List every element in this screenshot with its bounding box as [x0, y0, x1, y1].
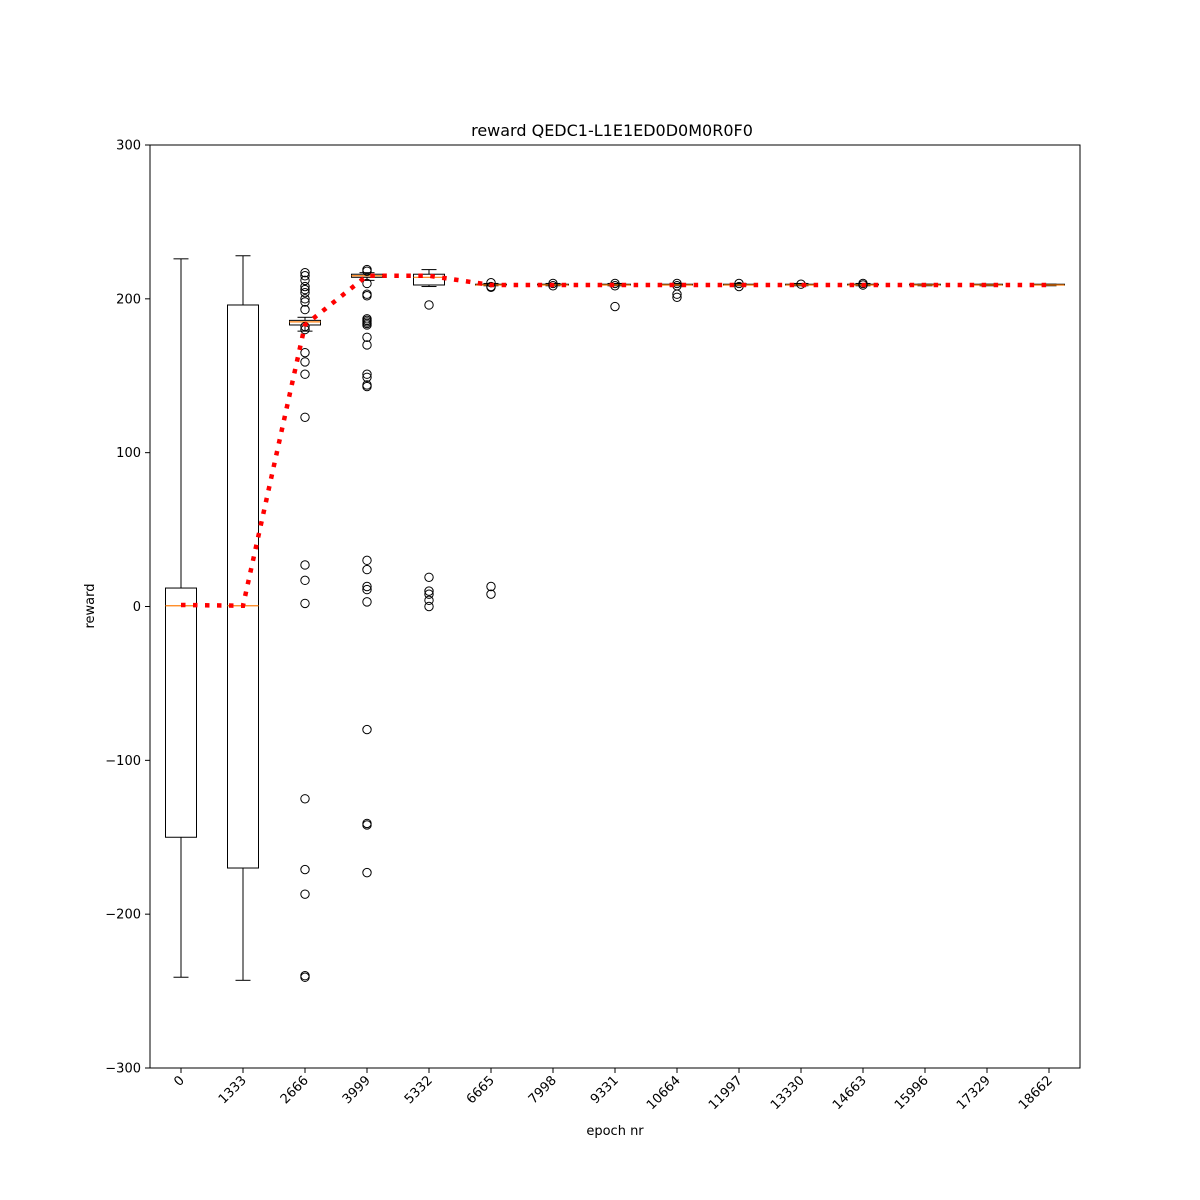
x-tick-label: 11997	[706, 1073, 746, 1113]
outlier-point	[362, 724, 372, 735]
mean-trend-line	[180, 273, 1049, 609]
x-tick-label: 13330	[768, 1073, 808, 1113]
outlier-point	[300, 889, 310, 899]
box-5332	[413, 269, 445, 612]
outlier-point	[300, 284, 310, 295]
outlier-point	[362, 340, 372, 350]
outlier-point	[362, 372, 372, 382]
outlier-point	[362, 332, 372, 342]
outlier-point	[672, 289, 682, 299]
outlier-point	[362, 266, 372, 276]
outlier-point	[300, 864, 310, 875]
box-10664	[661, 278, 693, 302]
outlier-point	[486, 581, 496, 592]
iqr-box	[165, 587, 197, 838]
outlier-point	[424, 300, 434, 310]
outlier-point	[424, 572, 434, 582]
x-tick-label: 2666	[278, 1073, 312, 1107]
outlier-point	[424, 601, 434, 612]
outlier-point	[424, 595, 434, 606]
x-tick-label: 5332	[402, 1073, 436, 1107]
outlier-point	[424, 586, 434, 596]
outlier-point	[362, 597, 372, 607]
outlier-point	[548, 278, 558, 289]
box-0	[165, 258, 197, 978]
x-tick-label: 17329	[954, 1073, 994, 1113]
outlier-point	[300, 304, 310, 315]
y-tick-label: −100	[105, 754, 141, 769]
plot-area: −300 −200 −100 0 100 200 300 0 1333 2666 3999 5332 6…	[105, 139, 1081, 1113]
outlier-point	[362, 369, 372, 379]
x-tick-label: 6665	[464, 1073, 498, 1107]
box-11997	[723, 278, 755, 292]
outlier-point	[424, 589, 434, 599]
outlier-point	[300, 297, 310, 307]
y-tick-label: 200	[116, 292, 141, 307]
outlier-point	[362, 584, 372, 595]
outlier-point	[362, 564, 372, 575]
y-axis-label: reward	[83, 583, 98, 628]
x-tick-label: 7998	[526, 1073, 560, 1107]
outlier-point	[300, 271, 310, 281]
y-tick-label: −200	[105, 908, 141, 923]
y-tick-label: 300	[116, 139, 141, 154]
box-6665	[475, 277, 507, 599]
outlier-point	[362, 867, 372, 878]
outlier-point	[362, 381, 372, 392]
x-tick-label: 9331	[588, 1073, 622, 1107]
outlier-point	[300, 560, 310, 570]
outlier-point	[672, 292, 682, 302]
outlier-point	[610, 301, 620, 312]
outlier-point	[300, 347, 310, 358]
y-tick-label: 0	[133, 600, 141, 615]
outlier-point	[300, 972, 310, 982]
x-tick-label: 10664	[644, 1073, 684, 1113]
outlier-point	[300, 794, 310, 804]
x-tick-label: 14663	[830, 1073, 870, 1113]
iqr-box	[227, 304, 259, 869]
outlier-point	[300, 575, 310, 586]
x-axis-label: epoch nr	[586, 1124, 644, 1139]
box-1333	[227, 255, 259, 981]
iqr-box	[413, 273, 445, 286]
y-tick-label: 100	[116, 446, 141, 461]
outlier-point	[300, 287, 310, 298]
outlier-point	[362, 320, 372, 330]
outlier-point	[300, 357, 310, 367]
outlier-point	[300, 598, 310, 609]
outlier-point	[300, 275, 310, 286]
outlier-point	[362, 278, 372, 289]
x-tick-label: 3999	[340, 1073, 374, 1107]
outlier-point	[300, 412, 310, 422]
box-2666	[289, 267, 321, 982]
y-tick-label: −300	[105, 1062, 141, 1077]
box-18662	[1033, 283, 1065, 287]
outlier-point	[362, 555, 372, 566]
outlier-point	[362, 291, 372, 301]
outlier-point	[362, 581, 372, 592]
x-tick-label: 15996	[892, 1073, 932, 1113]
x-tick-label: 18662	[1016, 1073, 1056, 1113]
box-3999	[351, 264, 383, 878]
outlier-point	[300, 281, 310, 292]
x-tick-label: 0	[171, 1073, 187, 1089]
x-tick-label: 1333	[216, 1073, 250, 1107]
outlier-point	[300, 369, 310, 379]
outlier-point	[300, 294, 310, 304]
outlier-point	[486, 589, 496, 599]
outlier-point	[858, 280, 868, 290]
chart-title: reward QEDC1-L1E1ED0D0M0R0F0	[471, 121, 753, 140]
outlier-point	[548, 281, 558, 291]
outlier-point	[362, 820, 372, 830]
outlier-point	[300, 267, 310, 278]
